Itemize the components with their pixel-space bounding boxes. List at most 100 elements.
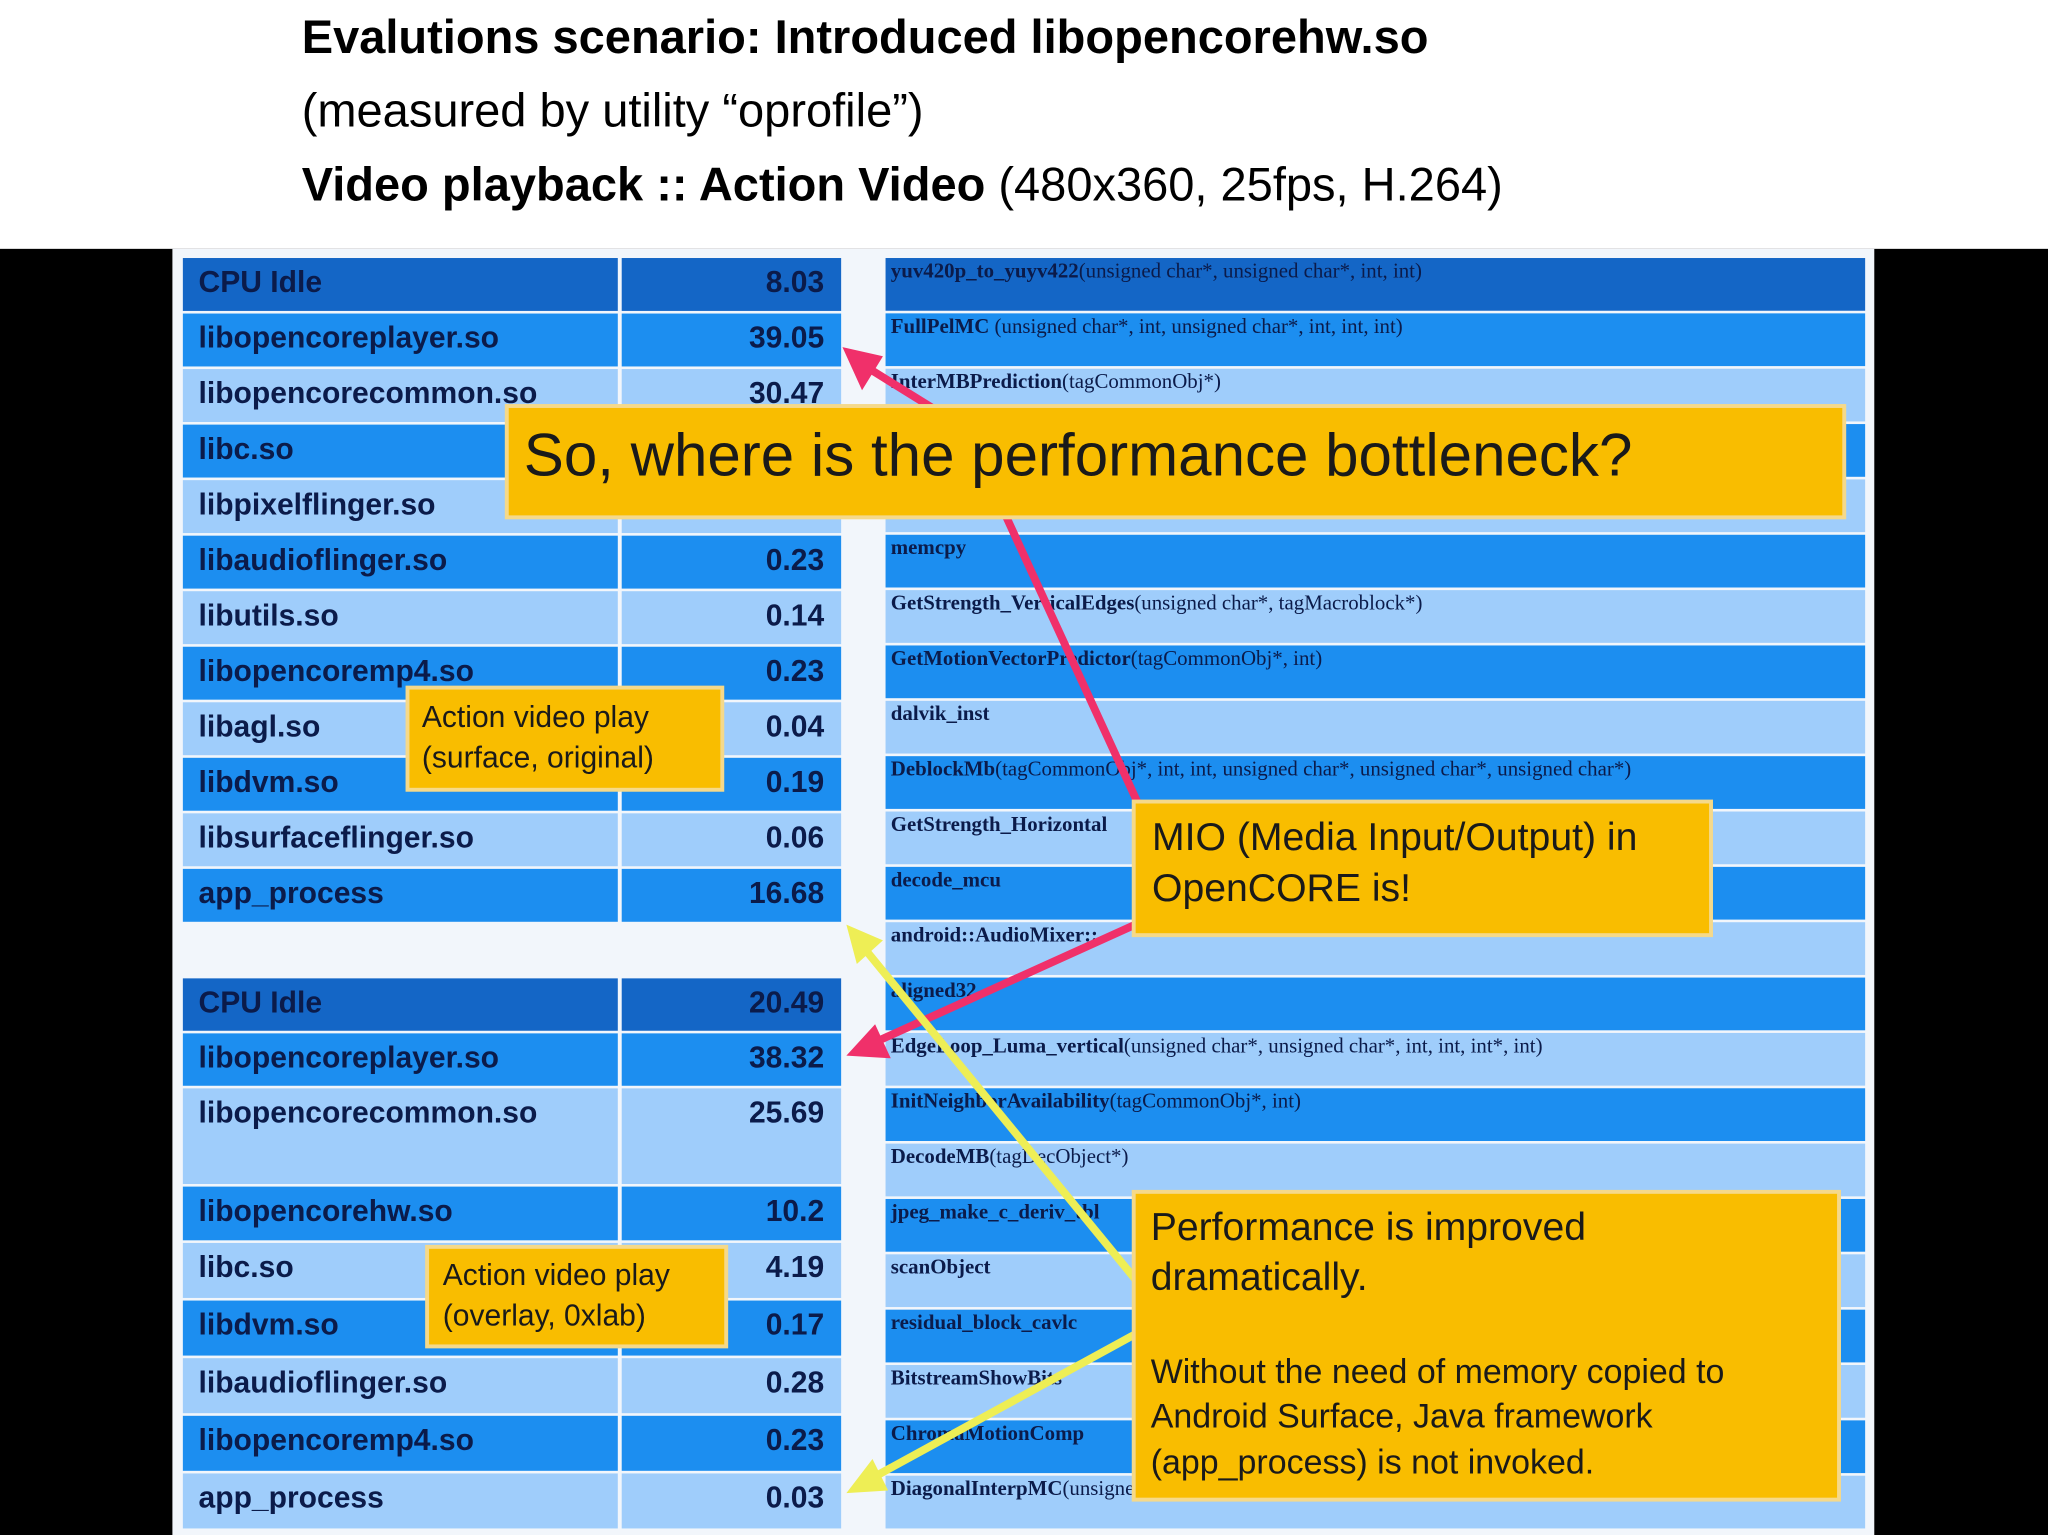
table-cell	[621, 1473, 842, 1529]
scenario: Video playback :: Action Video (480x360,…	[302, 158, 1503, 211]
function-label: EdgeLoop_Luma_vertical(unsigned char*, u…	[891, 1033, 1543, 1057]
function-label: dalvik_inst	[891, 701, 990, 725]
overlay: So, where is the performance bottleneck?…	[405, 347, 1847, 1502]
library-name: libopencoremp4.so	[199, 1424, 474, 1457]
function-label: decode_mcu	[891, 867, 1002, 891]
library-name: libopencorecommon.so	[199, 1097, 538, 1130]
cpu-value: 8.03	[766, 266, 824, 299]
table-cell	[621, 1358, 842, 1414]
function-label: BitstreamShowBits	[891, 1365, 1062, 1389]
function-name: EdgeLoop_Luma_vertical	[891, 1033, 1124, 1057]
table-cell	[621, 868, 842, 922]
pink-arrow	[866, 915, 1149, 1049]
callout-box	[1131, 1189, 1841, 1502]
function-row	[885, 977, 1866, 1031]
callout-text: dramatically.	[1151, 1255, 1368, 1299]
callout-text: OpenCORE is!	[1152, 866, 1411, 910]
cpu-value: 10.2	[766, 1195, 824, 1228]
function-name: memcpy	[891, 535, 967, 559]
function-label: jpeg_make_c_deriv_tbl	[890, 1199, 1100, 1223]
table-cell	[621, 591, 842, 645]
function-row	[885, 700, 1866, 754]
function-label: FullPelMC (unsigned char*, int, unsigned…	[891, 314, 1403, 338]
function-name: scanObject	[891, 1255, 991, 1279]
cpu-value: 0.23	[766, 544, 824, 577]
cpu-value: 0.03	[766, 1482, 824, 1515]
library-name: libagl.so	[199, 710, 321, 743]
callout-box	[504, 404, 1847, 520]
function-args: (unsigned char*, unsigned char*, int, in…	[1079, 258, 1422, 282]
library-name: libaudioflinger.so	[199, 1366, 448, 1399]
table-cell	[182, 813, 618, 867]
function-name: dalvik_inst	[891, 701, 990, 725]
function-name: android::AudioMixer::	[891, 922, 1098, 946]
library-name: libopencoremp4.so	[199, 655, 474, 688]
callout-box	[1131, 799, 1713, 938]
table-cell	[621, 1033, 842, 1086]
function-label: yuv420p_to_yuyv422(unsigned char*, unsig…	[891, 258, 1422, 282]
library-name: libaudioflinger.so	[199, 544, 448, 577]
table-cell	[182, 1186, 618, 1241]
function-name: DeblockMb	[891, 756, 995, 780]
function-label: DecodeMB(tagDecObject*)	[891, 1144, 1129, 1168]
table-cell	[182, 978, 618, 1031]
function-label: android::AudioMixer::	[891, 922, 1098, 946]
function-args: (unsigned char*, tagMacroblock*)	[1134, 590, 1422, 614]
function-label: GetStrength_Horizontal	[891, 812, 1108, 836]
library-name: libopencorehw.so	[199, 1195, 453, 1228]
library-name: CPU Idle	[199, 986, 323, 1019]
callout-question: So, where is the performance bottleneck?	[524, 422, 1633, 489]
function-row	[885, 313, 1866, 367]
function-name: GetStrength_VerticalEdges	[891, 590, 1135, 614]
table-cell	[182, 1415, 618, 1471]
function-name: GetStrength_Horizontal	[891, 812, 1108, 836]
cpu-value: 38.32	[749, 1041, 824, 1074]
title: Evalutions scenario: Introduced libopenc…	[302, 10, 1429, 63]
cpu-value: 0.23	[766, 655, 824, 688]
table-cell	[182, 1033, 618, 1086]
table-cell	[182, 313, 618, 367]
callout-text: Android Surface, Java framework	[1151, 1397, 1654, 1435]
table-cell	[182, 868, 618, 922]
library-name: app_process	[199, 1482, 384, 1515]
cpu-value: 0.04	[766, 710, 825, 743]
function-name: GetMotionVectorPredictor	[891, 646, 1131, 670]
function-name: FullPelMC	[891, 314, 990, 338]
function-args: (tagCommonObj*, int, int, unsigned char*…	[995, 756, 1631, 780]
yellow-arrow	[859, 943, 1148, 1293]
table-cell	[182, 1088, 618, 1184]
library-name: libc.so	[199, 1251, 294, 1284]
table-cell	[621, 978, 842, 1031]
function-row	[885, 645, 1866, 699]
subtitle: (measured by utility “oprofile”)	[302, 83, 924, 136]
function-name: DiagonalInterpMC	[891, 1476, 1063, 1500]
callout-box	[405, 685, 725, 792]
function-name: residual_block_cavlc	[891, 1310, 1077, 1334]
library-name: libopencoreplayer.so	[199, 1041, 499, 1074]
table-cell	[182, 1358, 618, 1414]
table-cell	[621, 258, 842, 311]
function-args: (unsigned char*, unsigned char*, int, in…	[1124, 1033, 1543, 1057]
table-cell	[621, 1186, 842, 1241]
function-row	[885, 1088, 1866, 1141]
callout-text: Performance is improved	[1151, 1205, 1586, 1249]
library-name: libopencoreplayer.so	[199, 322, 499, 355]
cpu-value: 20.49	[749, 986, 824, 1019]
library-name: libdvm.so	[199, 1309, 339, 1342]
function-args: (tagCommonObj*, int)	[1110, 1088, 1301, 1112]
callout-text: (surface, original)	[422, 742, 654, 775]
function-row	[885, 1032, 1866, 1086]
function-label: residual_block_cavlc	[891, 1310, 1077, 1334]
function-label: memcpy	[891, 535, 967, 559]
library-name: app_process	[199, 877, 384, 910]
arrow-head	[846, 1024, 891, 1059]
library-name: libc.so	[199, 433, 294, 466]
arrow-head	[846, 1459, 889, 1494]
function-label: scanObject	[891, 1255, 991, 1279]
scenario-detail: (480x360, 25fps, H.264)	[985, 158, 1502, 211]
callout-text: (overlay, 0xlab)	[443, 1300, 646, 1333]
library-name: libutils.so	[199, 599, 339, 632]
cpu-value: 4.19	[766, 1251, 824, 1284]
function-label: ChromaMotionComp	[891, 1421, 1084, 1445]
